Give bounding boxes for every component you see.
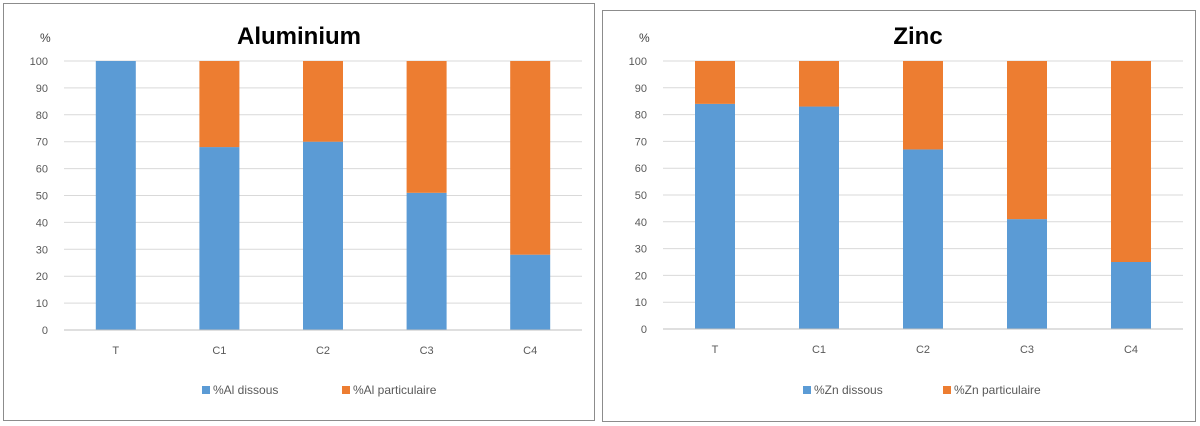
- bar-segment-c4-series-1: [1111, 262, 1151, 329]
- bar-segment-c1-series-1: [199, 147, 240, 330]
- x-tick-label: C2: [916, 344, 930, 356]
- y-tick-label: 30: [36, 244, 48, 256]
- chart-panel-aluminium: Aluminium % 0 10 20 30 40 50 60 70 80 90 100 T C1 C2 C…: [3, 3, 595, 421]
- legend-label: %Zn dissous: [814, 383, 883, 397]
- bar-segment-c4-series-2: [1111, 61, 1151, 262]
- bar-segment-c1-series-2: [799, 61, 839, 107]
- bar-segment-c4-series-2: [510, 61, 551, 255]
- bar-segment-c2-series-2: [903, 61, 943, 150]
- x-tick-label: T: [112, 345, 119, 357]
- y-tick-label: 30: [635, 244, 647, 256]
- y-axis-unit-label: %: [639, 31, 650, 45]
- y-tick-label: 40: [635, 217, 647, 229]
- y-tick-label: 100: [629, 56, 647, 68]
- y-tick-label: 80: [635, 110, 647, 122]
- bar-segment-c4-series-1: [510, 254, 551, 330]
- y-tick-label: 50: [36, 191, 48, 203]
- chart-title: Aluminium: [237, 23, 361, 50]
- y-tick-label: 40: [36, 217, 48, 229]
- y-tick-label: 20: [36, 271, 48, 283]
- chart-panel-zinc: Zinc % 0 10 20 30 40 50 60 70 80 90 100 T C1 C2 C3 C4 %Z…: [602, 10, 1196, 422]
- y-tick-label: 70: [36, 137, 48, 149]
- y-tick-label: 70: [635, 136, 647, 148]
- bar-segment-t-series-2: [695, 61, 735, 104]
- bar-segment-c3-series-1: [406, 192, 447, 330]
- bar-segment-t-series-1: [95, 61, 136, 330]
- bar-segment-c3-series-1: [1007, 219, 1047, 329]
- x-tick-label: C2: [316, 345, 330, 357]
- bar-segment-c1-series-2: [199, 61, 240, 148]
- y-tick-label: 90: [36, 83, 48, 95]
- legend-swatch: [803, 386, 811, 394]
- y-tick-label: 10: [635, 297, 647, 309]
- legend-swatch: [202, 386, 210, 394]
- x-tick-label: C4: [1124, 344, 1138, 356]
- y-tick-label: 10: [36, 298, 48, 310]
- bar-segment-c3-series-2: [1007, 61, 1047, 220]
- y-axis-unit-label: %: [40, 31, 51, 45]
- y-tick-label: 60: [36, 164, 48, 176]
- legend-swatch: [943, 386, 951, 394]
- bar-segment-c2-series-1: [903, 149, 943, 329]
- x-tick-label: C3: [420, 345, 434, 357]
- legend-swatch: [342, 386, 350, 394]
- legend-label: %Al particulaire: [353, 383, 437, 397]
- x-tick-label: C1: [812, 344, 826, 356]
- y-tick-label: 100: [30, 56, 48, 68]
- y-tick-label: 50: [635, 190, 647, 202]
- y-tick-label: 90: [635, 83, 647, 95]
- legend-label: %Al dissous: [213, 383, 278, 397]
- bar-segment-c1-series-1: [799, 106, 839, 329]
- aluminium-chart: Aluminium % 0 10 20 30 40 50 60 70 80 90 100 T C1 C2 C…: [30, 23, 582, 397]
- chart-title: Zinc: [893, 23, 942, 50]
- bar-segment-c2-series-1: [303, 141, 343, 330]
- y-tick-label: 0: [42, 325, 48, 337]
- y-tick-label: 80: [36, 110, 48, 122]
- bar-segment-c2-series-2: [303, 61, 343, 142]
- x-tick-label: T: [712, 344, 719, 356]
- y-tick-label: 20: [635, 270, 647, 282]
- bar-segment-t-series-1: [695, 103, 735, 329]
- y-tick-label: 0: [641, 324, 647, 336]
- legend-label: %Zn particulaire: [954, 383, 1041, 397]
- bar-segment-c3-series-2: [406, 61, 447, 193]
- x-tick-label: C4: [523, 345, 537, 357]
- x-tick-label: C3: [1020, 344, 1034, 356]
- x-tick-label: C1: [212, 345, 226, 357]
- y-tick-label: 60: [635, 163, 647, 175]
- zinc-chart: Zinc % 0 10 20 30 40 50 60 70 80 90 100 T C1 C2 C3 C4 %Z…: [629, 23, 1183, 397]
